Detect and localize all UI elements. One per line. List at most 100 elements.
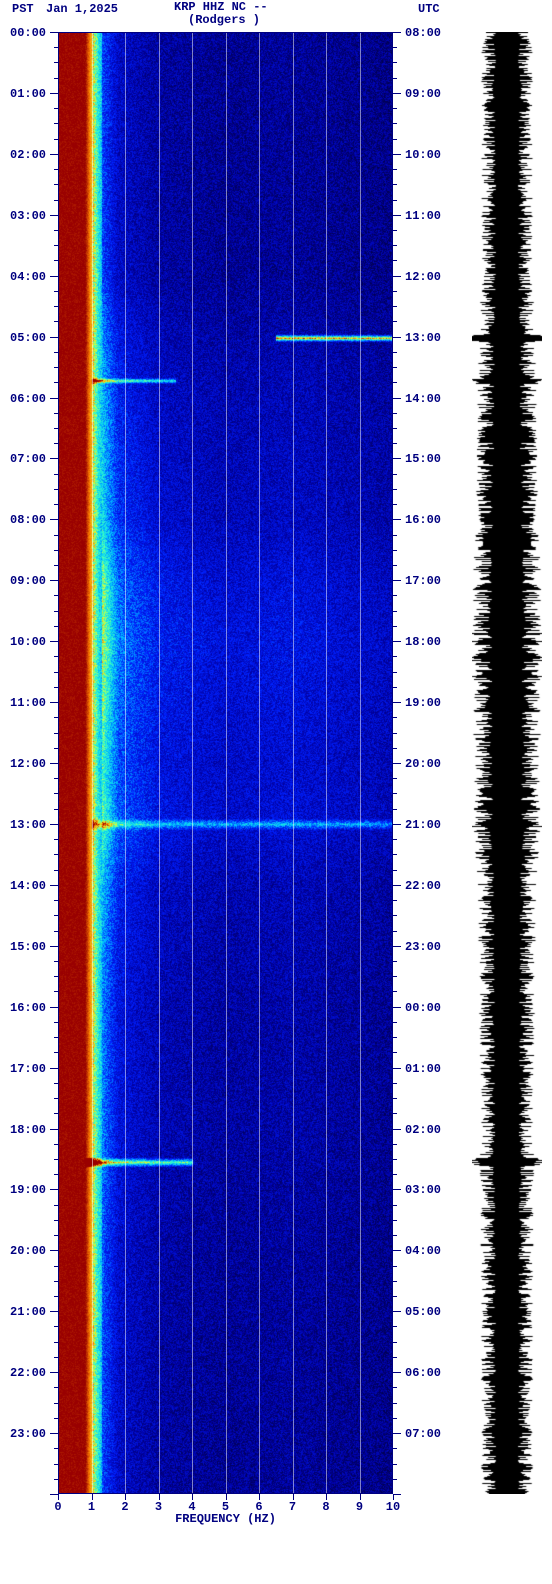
- ytick-left: [54, 245, 58, 246]
- xtick-label: 7: [289, 1500, 296, 1514]
- ytick-left: [54, 47, 58, 48]
- ytick-right: [393, 870, 397, 871]
- ytick-right: [393, 1266, 397, 1267]
- ytick-left: [50, 154, 58, 155]
- ytick-label-utc: 16:00: [405, 513, 441, 527]
- ytick-right: [393, 702, 401, 703]
- ytick-label-utc: 22:00: [405, 879, 441, 893]
- ytick-right: [393, 1387, 397, 1388]
- ytick-left: [54, 489, 58, 490]
- ytick-left: [50, 580, 58, 581]
- ytick-left: [50, 1129, 58, 1130]
- ytick-right: [393, 519, 401, 520]
- y-axis-pst: 00:0001:0002:0003:0004:0005:0006:0007:00…: [0, 32, 58, 1494]
- gridline: [226, 32, 227, 1494]
- ytick-left: [54, 1037, 58, 1038]
- ytick-right: [393, 641, 401, 642]
- ytick-right: [393, 169, 397, 170]
- ytick-left: [50, 1189, 58, 1190]
- ytick-label-utc: 01:00: [405, 1062, 441, 1076]
- ytick-right: [393, 1022, 397, 1023]
- ytick-label-utc: 11:00: [405, 209, 441, 223]
- ytick-right: [393, 1159, 397, 1160]
- ytick-right: [393, 1433, 401, 1434]
- ytick-right: [393, 428, 397, 429]
- ytick-right: [393, 1007, 401, 1008]
- spectrogram-plot: [58, 32, 393, 1494]
- ytick-left: [54, 1296, 58, 1297]
- ytick-label-utc: 07:00: [405, 1427, 441, 1441]
- ytick-right: [393, 1144, 397, 1145]
- ytick-left: [50, 885, 58, 886]
- ytick-label-utc: 18:00: [405, 635, 441, 649]
- ytick-left: [54, 565, 58, 566]
- ytick-right: [393, 626, 397, 627]
- ytick-left: [50, 1494, 58, 1495]
- ytick-left: [50, 1068, 58, 1069]
- ytick-left: [54, 1464, 58, 1465]
- xtick-label: 9: [356, 1500, 363, 1514]
- ytick-right: [393, 931, 397, 932]
- ytick-right: [393, 184, 397, 185]
- ytick-right: [393, 550, 397, 551]
- ytick-left: [54, 870, 58, 871]
- ytick-left: [54, 123, 58, 124]
- x-axis-title: FREQUENCY (HZ): [175, 1512, 276, 1526]
- ytick-right: [393, 306, 397, 307]
- ytick-left: [54, 62, 58, 63]
- ytick-label-utc: 14:00: [405, 392, 441, 406]
- ytick-left: [54, 778, 58, 779]
- ytick-left: [54, 169, 58, 170]
- ytick-left: [54, 184, 58, 185]
- ytick-right: [393, 504, 397, 505]
- ytick-right: [393, 474, 397, 475]
- ytick-left: [54, 1022, 58, 1023]
- ytick-right: [393, 1296, 397, 1297]
- ytick-right: [393, 793, 397, 794]
- ytick-right: [393, 215, 401, 216]
- ytick-right: [393, 1281, 397, 1282]
- ytick-right: [393, 672, 397, 673]
- ytick-right: [393, 733, 397, 734]
- ytick-right: [393, 1311, 401, 1312]
- ytick-label-utc: 17:00: [405, 574, 441, 588]
- xtick-label: 4: [188, 1500, 195, 1514]
- ytick-right: [393, 1129, 401, 1130]
- ytick-label-utc: 21:00: [405, 818, 441, 832]
- ytick-right: [393, 47, 397, 48]
- ytick-left: [54, 139, 58, 140]
- ytick-right: [393, 961, 397, 962]
- ytick-left: [50, 1372, 58, 1373]
- ytick-right: [393, 778, 397, 779]
- gridline: [360, 32, 361, 1494]
- ytick-left: [54, 854, 58, 855]
- ytick-left: [54, 915, 58, 916]
- ytick-label-utc: 15:00: [405, 452, 441, 466]
- ytick-right: [393, 809, 397, 810]
- ytick-right: [393, 78, 397, 79]
- ytick-left: [54, 428, 58, 429]
- ytick-right: [393, 413, 397, 414]
- ytick-left: [50, 1007, 58, 1008]
- ytick-right: [393, 565, 397, 566]
- ytick-left: [54, 550, 58, 551]
- ytick-left: [54, 260, 58, 261]
- ytick-left: [54, 900, 58, 901]
- ytick-right: [393, 717, 397, 718]
- ytick-right: [393, 1418, 397, 1419]
- ytick-left: [54, 976, 58, 977]
- ytick-left: [50, 398, 58, 399]
- ytick-left: [54, 1098, 58, 1099]
- waveform-canvas: [472, 32, 542, 1494]
- ytick-right: [393, 260, 397, 261]
- ytick-label-utc: 10:00: [405, 148, 441, 162]
- ytick-left: [54, 793, 58, 794]
- ytick-label-utc: 03:00: [405, 1183, 441, 1197]
- ytick-left: [54, 1159, 58, 1160]
- ytick-right: [393, 230, 397, 231]
- ytick-left: [54, 626, 58, 627]
- ytick-left: [50, 641, 58, 642]
- ytick-right: [393, 1174, 397, 1175]
- ytick-right: [393, 1068, 401, 1069]
- ytick-right: [393, 900, 397, 901]
